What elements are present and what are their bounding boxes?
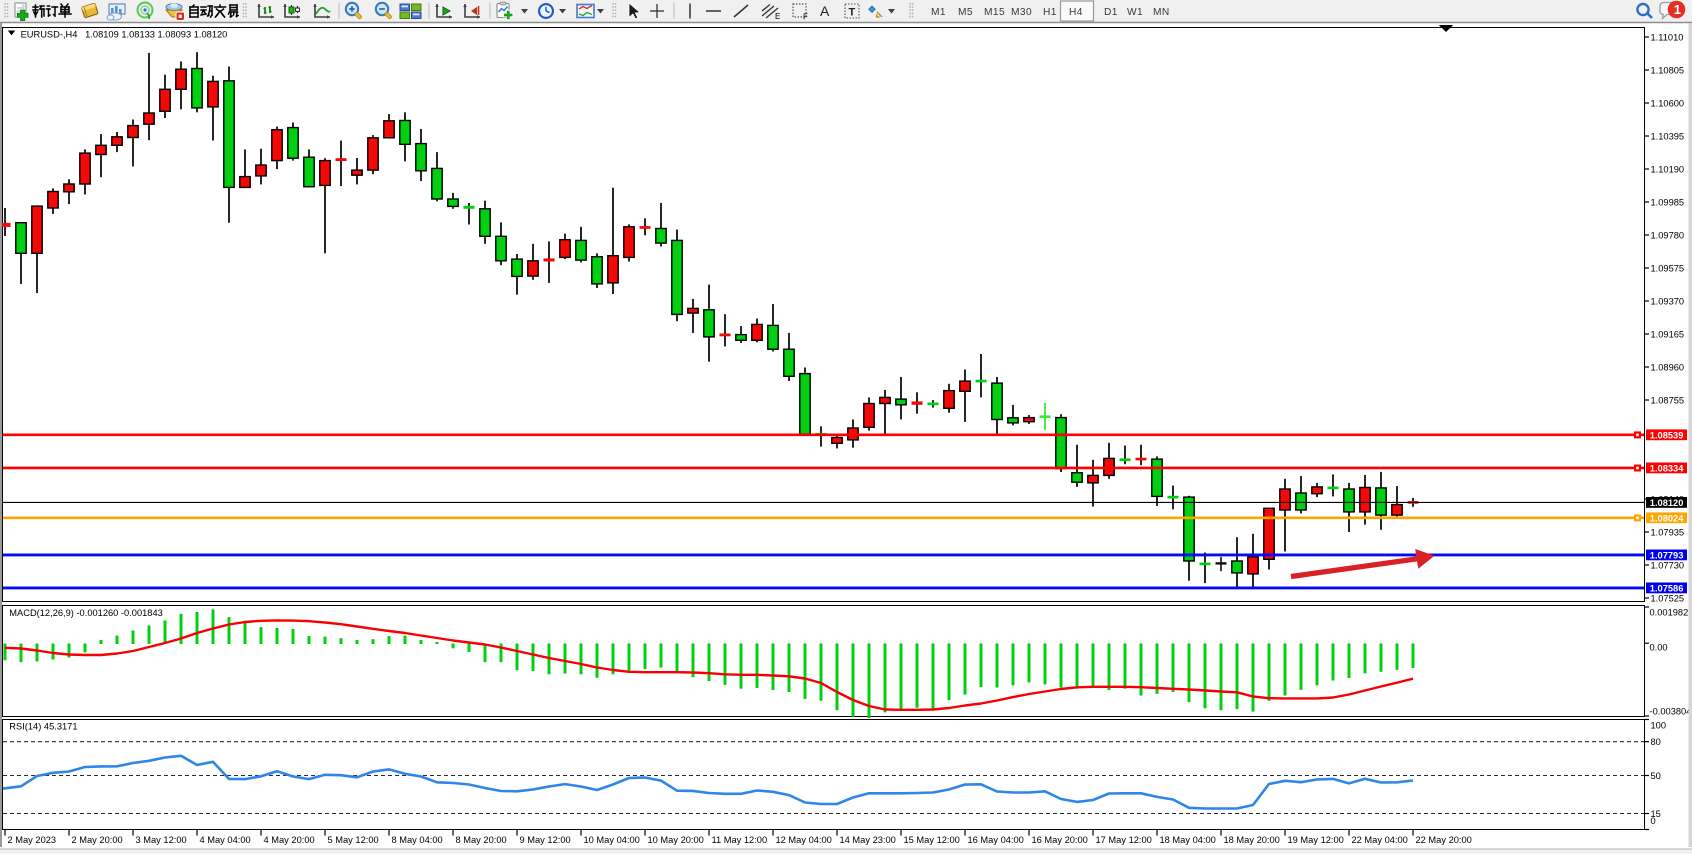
svg-text:80: 80 [1651, 737, 1661, 747]
svg-text:18 May 20:00: 18 May 20:00 [1224, 835, 1280, 845]
svg-text:0: 0 [1651, 816, 1656, 826]
svg-text:1.10395: 1.10395 [1651, 132, 1685, 142]
svg-text:A: A [820, 3, 830, 19]
svg-text:2 May 2023: 2 May 2023 [8, 835, 57, 845]
svg-text:100: 100 [1651, 721, 1667, 731]
svg-text:1.08539: 1.08539 [1650, 430, 1684, 440]
svg-text:1: 1 [1674, 2, 1681, 17]
svg-text:15: 15 [1651, 809, 1661, 819]
svg-text:4 May 20:00: 4 May 20:00 [264, 835, 315, 845]
svg-text:8 May 20:00: 8 May 20:00 [456, 835, 507, 845]
svg-text:1.08334: 1.08334 [1650, 464, 1684, 474]
svg-text:3 May 12:00: 3 May 12:00 [136, 835, 187, 845]
svg-text:M5: M5 [958, 7, 973, 18]
svg-text:17 May 12:00: 17 May 12:00 [1096, 835, 1152, 845]
svg-text:22 May 20:00: 22 May 20:00 [1416, 835, 1472, 845]
svg-text:8 May 04:00: 8 May 04:00 [392, 835, 443, 845]
svg-text:1.10190: 1.10190 [1651, 165, 1685, 175]
svg-text:5 May 12:00: 5 May 12:00 [328, 835, 379, 845]
svg-text:22 May 04:00: 22 May 04:00 [1352, 835, 1408, 845]
svg-text:1.07525: 1.07525 [1651, 594, 1685, 604]
svg-text:MACD(12,26,9) -0.001260 -0.001: MACD(12,26,9) -0.001260 -0.001843 [9, 608, 163, 618]
svg-text:1.08755: 1.08755 [1651, 396, 1685, 406]
svg-text:19 May 12:00: 19 May 12:00 [1288, 835, 1344, 845]
svg-text:1.07730: 1.07730 [1651, 561, 1685, 571]
svg-text:1.07793: 1.07793 [1650, 551, 1684, 561]
svg-text:50: 50 [1651, 771, 1661, 781]
svg-text:1.09165: 1.09165 [1651, 330, 1685, 340]
svg-text:F: F [803, 13, 808, 22]
svg-text:16 May 04:00: 16 May 04:00 [968, 835, 1024, 845]
svg-text:10 May 20:00: 10 May 20:00 [648, 835, 704, 845]
svg-text:1.08120: 1.08120 [1650, 498, 1684, 508]
svg-text:1.09985: 1.09985 [1651, 198, 1685, 208]
svg-text:9 May 12:00: 9 May 12:00 [520, 835, 571, 845]
svg-text:RSI(14) 45.3171: RSI(14) 45.3171 [9, 722, 77, 732]
svg-text:1.09575: 1.09575 [1651, 264, 1685, 274]
svg-text:M15: M15 [984, 7, 1005, 18]
svg-text:1.10600: 1.10600 [1651, 99, 1685, 109]
svg-text:E: E [775, 12, 780, 21]
svg-text:0.001982: 0.001982 [1650, 607, 1689, 617]
svg-text:1.09780: 1.09780 [1651, 231, 1685, 241]
svg-text:EURUSD-,H4 1.08109 1.08133 1: EURUSD-,H4 1.08109 1.08133 1.08093 1.081… [21, 29, 228, 39]
svg-text:1.07935: 1.07935 [1651, 528, 1685, 538]
svg-text:M1: M1 [931, 7, 946, 18]
svg-text:16 May 20:00: 16 May 20:00 [1032, 835, 1088, 845]
svg-text:-0.003804: -0.003804 [1650, 706, 1692, 716]
svg-text:15 May 12:00: 15 May 12:00 [904, 835, 960, 845]
svg-text:14 May 23:00: 14 May 23:00 [840, 835, 896, 845]
svg-text:H4: H4 [1069, 7, 1083, 18]
svg-text:12 May 04:00: 12 May 04:00 [776, 835, 832, 845]
svg-text:1.11010: 1.11010 [1651, 33, 1684, 43]
svg-text:D1: D1 [1104, 7, 1118, 18]
svg-text:W1: W1 [1127, 7, 1143, 18]
svg-text:1.07586: 1.07586 [1650, 584, 1684, 594]
svg-text:MN: MN [1153, 7, 1170, 18]
svg-text:1.09370: 1.09370 [1651, 297, 1685, 307]
svg-text:H1: H1 [1043, 7, 1057, 18]
svg-text:11 May 12:00: 11 May 12:00 [712, 835, 768, 845]
svg-text:0.00: 0.00 [1650, 642, 1668, 652]
svg-text:1.10805: 1.10805 [1651, 66, 1685, 76]
svg-text:1.08960: 1.08960 [1651, 363, 1685, 373]
svg-text:4 May 04:00: 4 May 04:00 [200, 835, 251, 845]
svg-text:18 May 04:00: 18 May 04:00 [1160, 835, 1216, 845]
svg-text:2 May 20:00: 2 May 20:00 [72, 835, 123, 845]
svg-text:M30: M30 [1011, 7, 1032, 18]
svg-text:T: T [849, 7, 856, 19]
svg-text:1.08024: 1.08024 [1650, 513, 1684, 523]
svg-text:10 May 04:00: 10 May 04:00 [584, 835, 640, 845]
